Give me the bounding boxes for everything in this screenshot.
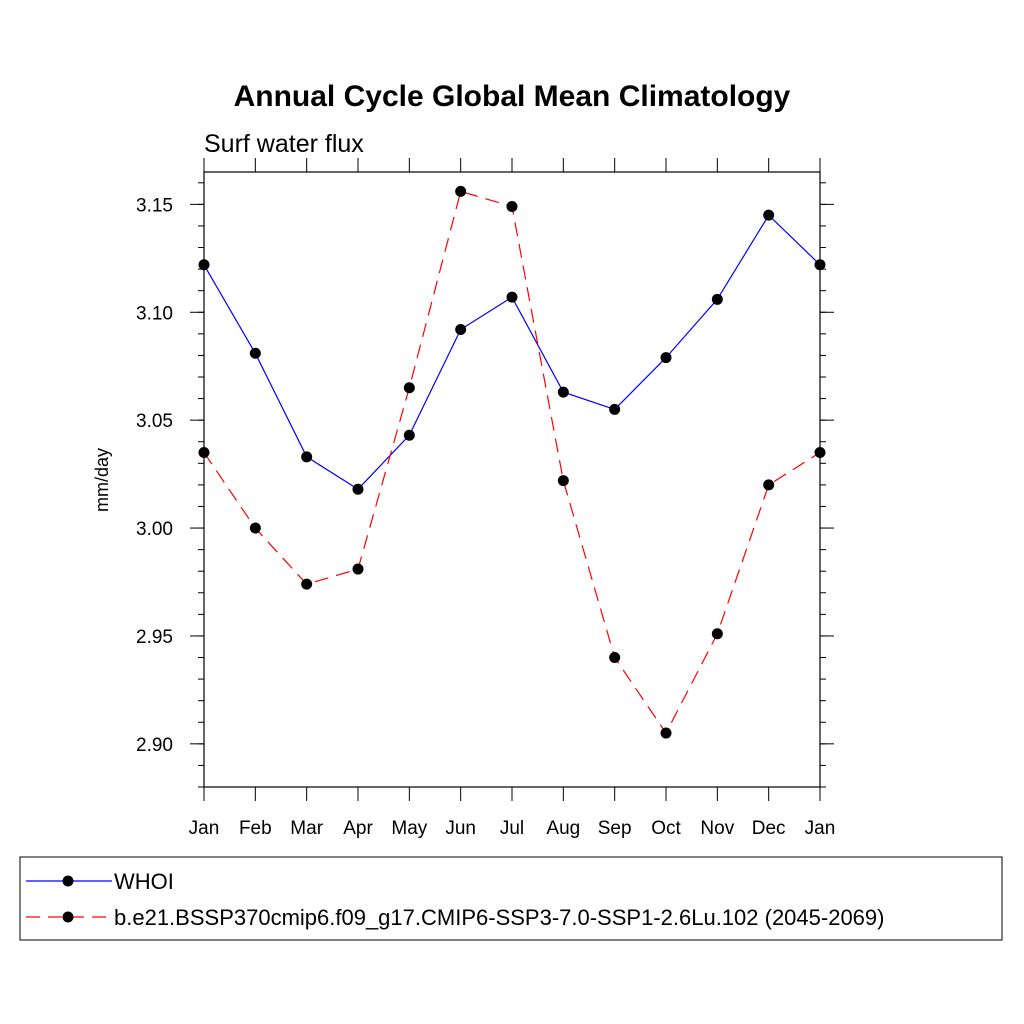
data-point: [609, 652, 621, 664]
data-point: [403, 429, 415, 441]
y-axis-label: mm/day: [92, 448, 112, 512]
series-line-0: [203, 214, 821, 490]
x-tick-label: Feb: [239, 818, 272, 839]
data-point: [455, 324, 467, 336]
plot-frame: [203, 171, 821, 788]
x-tick-label: Jul: [500, 818, 524, 839]
legend-marker-1: [62, 911, 74, 923]
data-point: [763, 209, 775, 221]
data-point: [814, 447, 826, 459]
data-point: [249, 347, 261, 359]
legend-label-0: WHOI: [114, 869, 174, 894]
plot-area: 2.90 2.95 3.00 3.05 3.10 3.15 Jan Feb Mar Apr May J…: [136, 158, 835, 839]
data-point: [249, 522, 261, 534]
data-point: [557, 475, 569, 487]
x-tick-label: Aug: [546, 818, 580, 839]
legend-marker-0: [62, 875, 74, 887]
x-tick-label: May: [391, 818, 427, 839]
y-tick-label: 2.95: [136, 627, 173, 648]
legend-box: [19, 856, 1003, 941]
chart-title: Annual Cycle Global Mean Climatology: [234, 80, 791, 113]
data-point: [198, 259, 210, 271]
data-point: [301, 578, 313, 590]
data-point: [403, 382, 415, 394]
data-point: [763, 479, 775, 491]
x-tick-label: Jan: [189, 818, 220, 839]
data-point: [814, 259, 826, 271]
data-point: [711, 293, 723, 305]
x-tick-label: Apr: [343, 818, 373, 839]
data-point: [506, 201, 518, 213]
chart-subtitle: Surf water flux: [204, 130, 364, 158]
data-point: [455, 185, 467, 197]
x-tick-label: Nov: [700, 818, 734, 839]
data-point: [506, 291, 518, 303]
data-point: [711, 628, 723, 640]
y-tick-label: 3.10: [136, 303, 173, 324]
x-tick-label: Jan: [805, 818, 836, 839]
data-point: [660, 727, 672, 739]
y-tick-label: 2.90: [136, 735, 173, 756]
series-line-1: [203, 190, 821, 735]
x-tick-label: Oct: [651, 818, 681, 839]
data-point: [198, 447, 210, 459]
legend-label-1: b.e21.BSSP370cmip6.f09_g17.CMIP6-SSP3-7.…: [114, 905, 884, 930]
x-tick-label: Sep: [598, 818, 632, 839]
data-point: [352, 563, 364, 575]
x-tick-label: Jun: [445, 818, 476, 839]
data-point: [557, 386, 569, 398]
x-tick-label: Mar: [290, 818, 323, 839]
y-tick-label: 3.00: [136, 519, 173, 540]
y-tick-label: 3.05: [136, 411, 173, 432]
x-tick-label: Dec: [752, 818, 786, 839]
y-tick-label: 3.15: [136, 195, 173, 216]
data-point: [609, 403, 621, 415]
data-point: [301, 451, 313, 463]
data-point: [352, 483, 364, 495]
legend: WHOI b.e21.BSSP370cmip6.f09_g17.CMIP6-SSP…: [19, 856, 1003, 941]
data-point: [660, 352, 672, 364]
